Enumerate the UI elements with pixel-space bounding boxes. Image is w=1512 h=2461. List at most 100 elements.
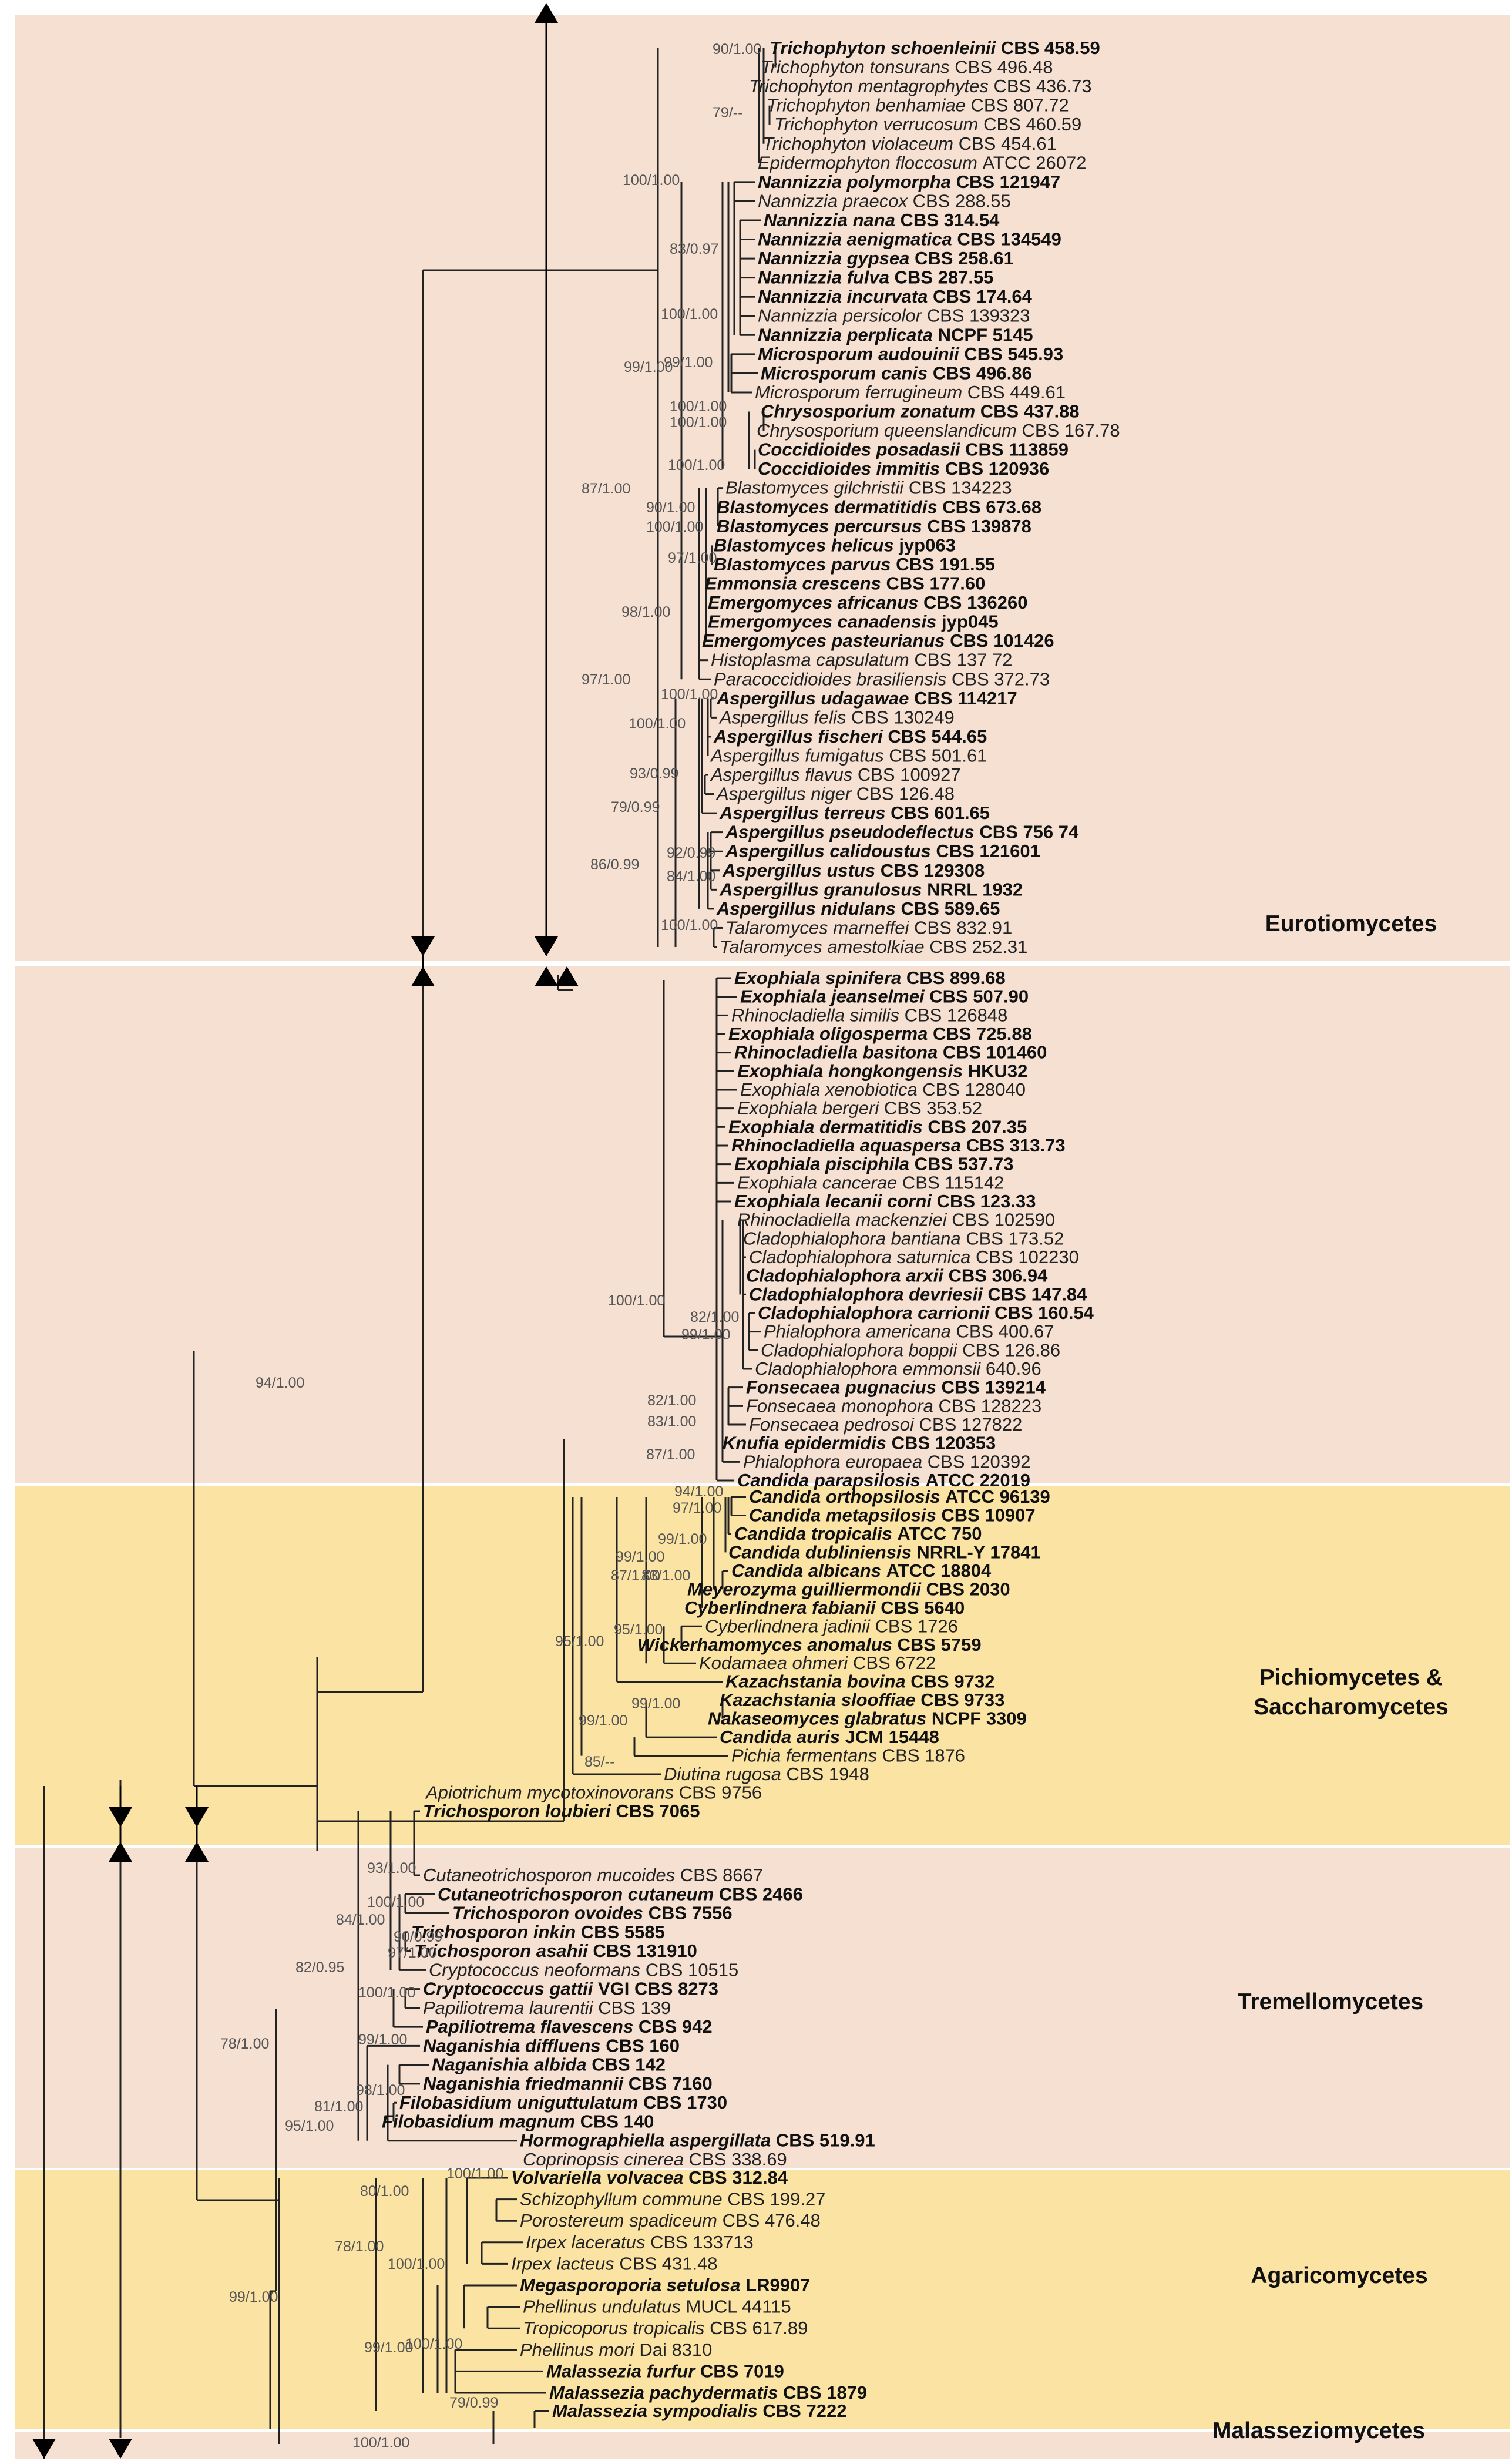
taxon-label: Cladophialophora bantiana CBS 173.52 bbox=[743, 1228, 1064, 1248]
taxon-label: Fonsecaea monophora CBS 128223 bbox=[746, 1395, 1041, 1416]
support-value: 95/1.00 bbox=[555, 1633, 604, 1650]
taxon-name: Nannizzia aenigmatica bbox=[758, 229, 957, 250]
strain-id: CBS 545.93 bbox=[964, 344, 1063, 364]
strain-id: CBS 7160 bbox=[629, 2073, 713, 2094]
taxon-name: Candida auris bbox=[720, 1727, 845, 1747]
taxon-name: Exophiala lecanii corni bbox=[734, 1191, 937, 1211]
taxon-name: Cladophialophora bantiana bbox=[743, 1228, 966, 1248]
taxon-name: Coccidioides posadasii bbox=[758, 439, 965, 460]
taxon-label: Trichophyton mentagrophytes CBS 436.73 bbox=[749, 76, 1092, 96]
taxon-name: Rhinocladiella aquaspersa bbox=[731, 1135, 966, 1156]
strain-id: CBS 9756 bbox=[679, 1782, 762, 1803]
strain-id: CBS 167.78 bbox=[1022, 420, 1120, 441]
taxon-name: Papiliotrema flavescens bbox=[426, 2016, 639, 2037]
strain-id: CBS 134223 bbox=[909, 478, 1012, 498]
arrow-up-icon bbox=[109, 1842, 132, 1862]
taxon-label: Aspergillus pseudodeflectus CBS 756 74 bbox=[725, 822, 1079, 842]
strain-id: CBS 8667 bbox=[680, 1865, 763, 1885]
taxon-label: Blastomyces parvus CBS 191.55 bbox=[714, 554, 995, 575]
taxon-name: Nannizzia persicolor bbox=[758, 305, 927, 326]
support-value: 97/1.00 bbox=[388, 1945, 436, 1961]
taxon-label: Exophiala hongkongensis HKU32 bbox=[737, 1060, 1027, 1081]
support-value: 82/1.00 bbox=[690, 1309, 739, 1325]
taxon-name: Chrysosporium zonatum bbox=[761, 401, 980, 422]
strain-id: CBS 133713 bbox=[650, 2232, 754, 2252]
taxon-label: Rhinocladiella basitona CBS 101460 bbox=[734, 1042, 1047, 1063]
support-value: 100/1.00 bbox=[388, 2256, 445, 2272]
taxon-name: Emergomyces africanus bbox=[708, 592, 923, 613]
strain-id: CBS 139878 bbox=[927, 516, 1031, 536]
taxon-name: Trichosporon loubieri bbox=[423, 1801, 616, 1821]
strain-id: CBS 191.55 bbox=[896, 554, 995, 575]
taxon-name: Meyerozyma guilliermondii bbox=[687, 1579, 926, 1599]
taxon-label: Nannizzia perplicata NCPF 5145 bbox=[758, 324, 1033, 345]
support-value: 99/1.00 bbox=[229, 2289, 278, 2305]
strain-id: CBS 2030 bbox=[926, 1579, 1010, 1599]
taxon-label: Papiliotrema laurentii CBS 139 bbox=[423, 1997, 671, 2018]
taxon-label: Cladophialophora carrionii CBS 160.54 bbox=[758, 1302, 1094, 1323]
strain-id: CBS 114217 bbox=[914, 688, 1017, 709]
taxon-label: Papiliotrema flavescens CBS 942 bbox=[426, 2016, 713, 2037]
strain-id: CBS 115142 bbox=[902, 1172, 1004, 1193]
strain-id: CBS 136260 bbox=[923, 592, 1028, 613]
support-value: 99/1.00 bbox=[681, 1327, 730, 1343]
taxon-label: Schizophyllum commune CBS 199.27 bbox=[520, 2189, 825, 2210]
strain-id: CBS 100927 bbox=[858, 764, 961, 785]
support-value: 87/1.00 bbox=[582, 481, 630, 497]
strain-id: CBS 139323 bbox=[927, 305, 1030, 326]
taxon-label: Aspergillus calidoustus CBS 121601 bbox=[725, 841, 1040, 861]
taxon-name: Exophiala oligosperma bbox=[728, 1023, 933, 1044]
taxon-name: Trichophyton schoenleinii bbox=[770, 38, 1001, 58]
taxon-name: Aspergillus udagawae bbox=[716, 688, 914, 709]
taxon-name: Rhinocladiella mackenziei bbox=[737, 1210, 952, 1230]
support-value: 84/1.00 bbox=[336, 1912, 385, 1928]
taxon-label: Trichophyton tonsurans CBS 496.48 bbox=[761, 57, 1053, 78]
strain-id: CBS 7556 bbox=[649, 1903, 733, 1923]
taxon-name: Candida albicans bbox=[731, 1560, 886, 1581]
support-value: 99/1.00 bbox=[364, 2339, 413, 2356]
strain-id: CBS 353.52 bbox=[884, 1098, 982, 1119]
taxon-label: Malassezia sympodialis CBS 7222 bbox=[552, 2400, 846, 2421]
strain-id: CBS 287.55 bbox=[895, 267, 994, 288]
taxon-name: Blastomyces percursus bbox=[717, 516, 927, 536]
taxon-label: Exophiala spinifera CBS 899.68 bbox=[734, 968, 1006, 988]
taxon-name: Aspergillus fischeri bbox=[713, 726, 888, 747]
strain-id: CBS 7019 bbox=[700, 2361, 784, 2381]
support-value: 81/1.00 bbox=[314, 2099, 363, 2115]
taxon-name: Microsporum audouinii bbox=[758, 344, 964, 364]
taxon-name: Chrysosporium queenslandicum bbox=[757, 420, 1022, 441]
strain-id: CBS 101460 bbox=[943, 1042, 1047, 1063]
taxon-name: Trichophyton violaceum bbox=[762, 133, 959, 154]
support-value: 98/1.00 bbox=[356, 2082, 405, 2099]
strain-id: CBS 899.68 bbox=[906, 968, 1006, 988]
taxon-label: Aspergillus fumigatus CBS 501.61 bbox=[710, 745, 987, 766]
taxon-label: Exophiala pisciphila CBS 537.73 bbox=[734, 1154, 1014, 1174]
taxon-name: Phellinus mori bbox=[520, 2339, 639, 2360]
strain-id: CBS 537.73 bbox=[915, 1154, 1014, 1174]
strain-id: VGI CBS 8273 bbox=[598, 1979, 718, 1999]
strain-id: CBS 123.33 bbox=[937, 1191, 1036, 1211]
taxon-label: Naganishia diffluens CBS 160 bbox=[423, 2035, 680, 2056]
taxon-label: Phellinus undulatus MUCL 44115 bbox=[523, 2297, 791, 2317]
taxon-label: Hormographiella aspergillata CBS 519.91 bbox=[520, 2130, 875, 2151]
taxon-name: Knufia epidermidis bbox=[723, 1433, 892, 1453]
taxon-name: Aspergillus niger bbox=[715, 784, 856, 804]
taxon-label: Cladophialophora devriesii CBS 147.84 bbox=[749, 1284, 1087, 1304]
taxon-name: Epidermophyton floccosum bbox=[758, 152, 983, 173]
strain-id: CBS 252.31 bbox=[929, 936, 1027, 957]
strain-id: CBS 147.84 bbox=[988, 1284, 1088, 1304]
taxon-label: Tropicoporus tropicalis CBS 617.89 bbox=[523, 2318, 808, 2338]
taxon-name: Emergomyces canadensis bbox=[708, 612, 942, 632]
support-value: 99/1.00 bbox=[631, 1695, 680, 1712]
arrow-down-icon bbox=[32, 2439, 56, 2459]
support-value: 93/1.00 bbox=[367, 1860, 416, 1876]
support-value: 100/1.00 bbox=[661, 917, 718, 934]
support-value: 99/1.00 bbox=[358, 2032, 407, 2048]
taxon-label: Candida metapsilosis CBS 10907 bbox=[749, 1505, 1036, 1525]
support-value: 87/1.00 bbox=[611, 1567, 660, 1584]
taxon-label: Exophiala cancerae CBS 115142 bbox=[737, 1172, 1004, 1193]
taxon-name: Trichophyton tonsurans bbox=[761, 57, 955, 78]
taxon-name: Exophiala jeanselmei bbox=[740, 986, 929, 1007]
taxon-name: Nannizzia perplicata bbox=[758, 324, 938, 345]
taxon-name: Candida dubliniensis bbox=[728, 1542, 916, 1562]
